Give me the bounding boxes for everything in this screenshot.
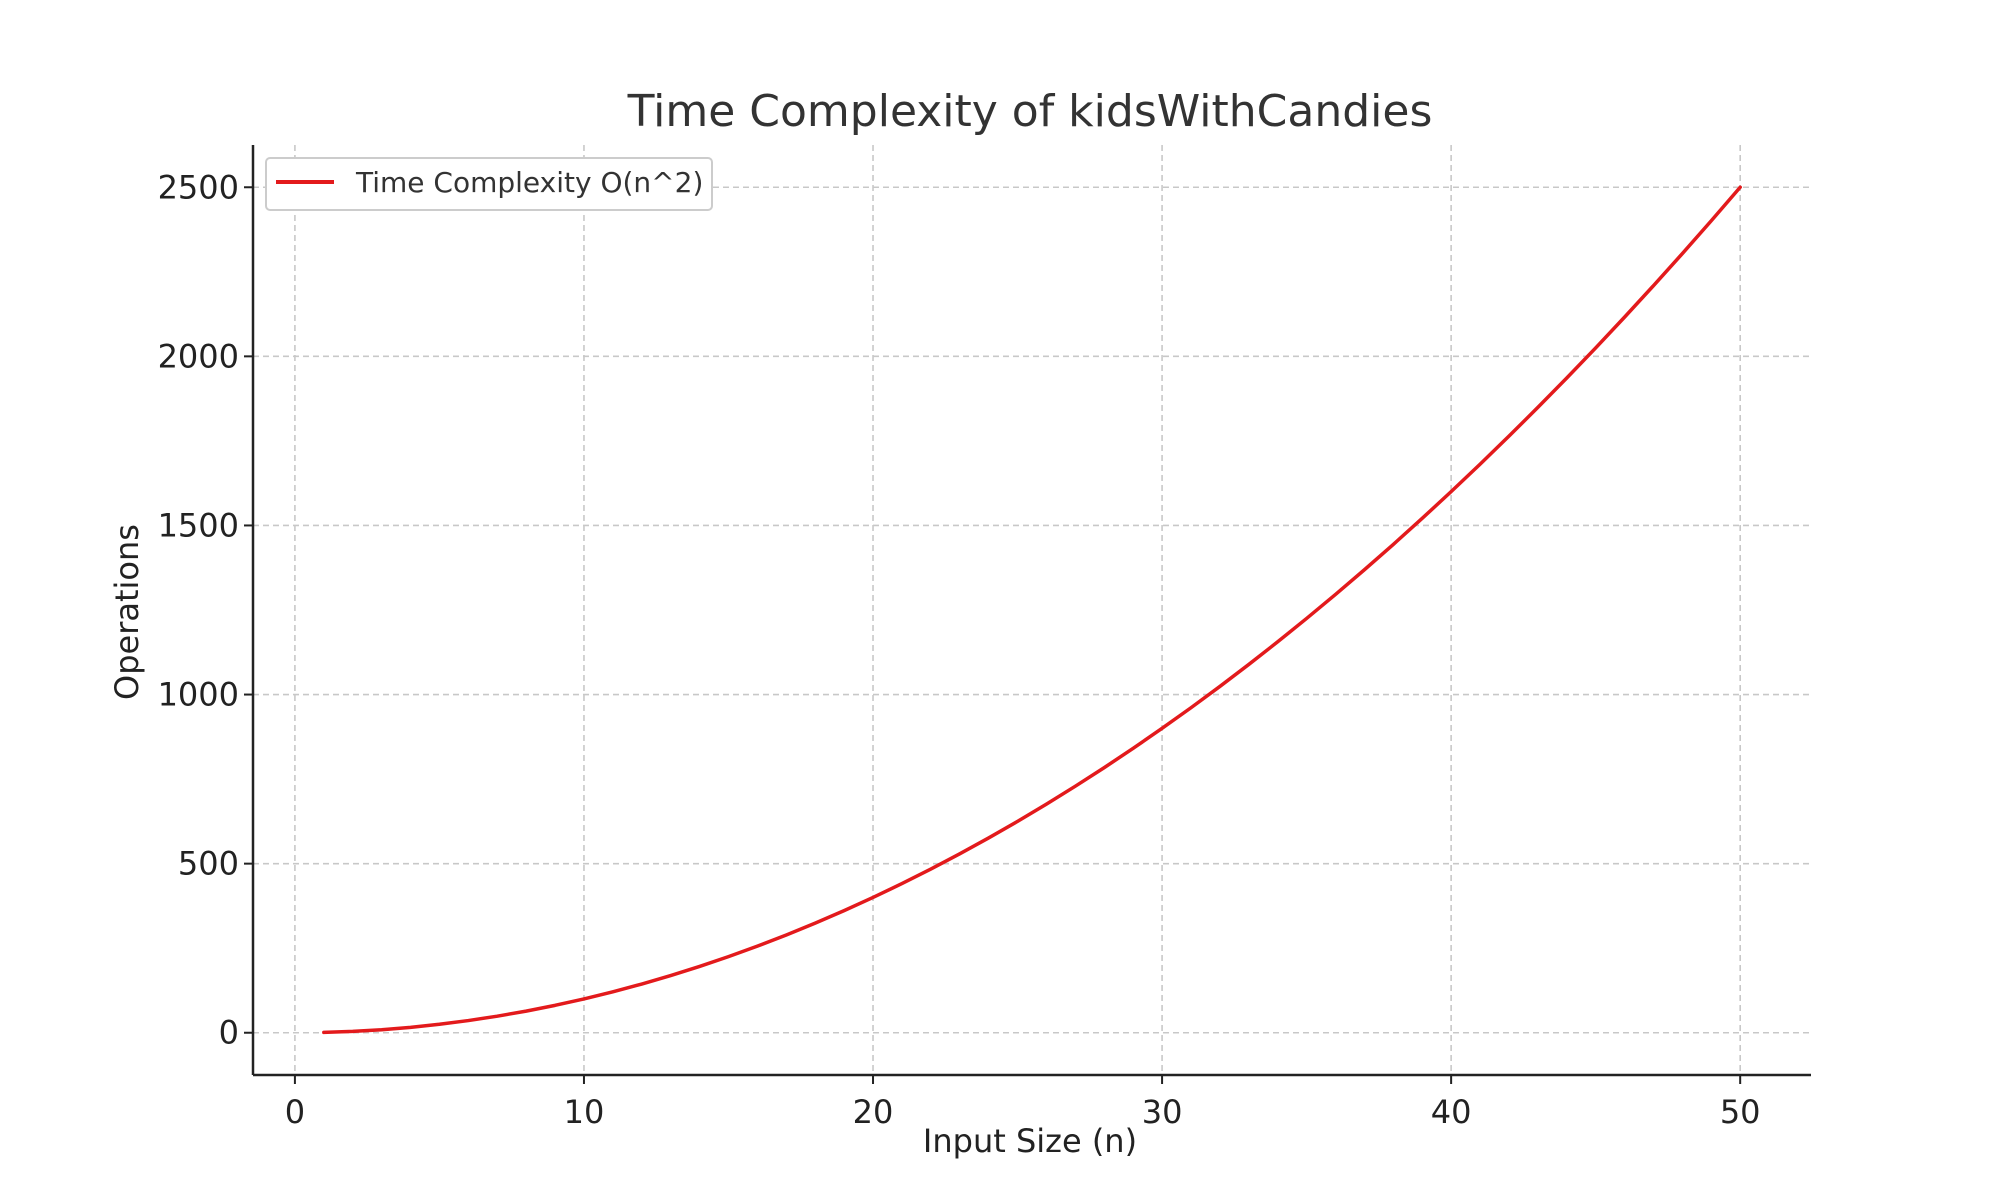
y-tick-label: 500: [178, 845, 239, 883]
x-tick-label: 20: [853, 1093, 894, 1131]
series-layer: [322, 185, 1742, 1035]
grid-layer: [253, 145, 1811, 1075]
y-tick-label: 1000: [158, 676, 239, 714]
x-tick-label: 30: [1142, 1093, 1183, 1131]
x-tick-label: 10: [564, 1093, 605, 1131]
x-tick-label: 40: [1431, 1093, 1472, 1131]
chart-title: Time Complexity of kidsWithCandies: [627, 86, 1433, 137]
x-axis-label: Input Size (n): [923, 1122, 1137, 1160]
legend: Time Complexity O(n^2): [265, 157, 713, 211]
series-line: [322, 185, 1742, 1035]
y-tick-label: 1500: [158, 506, 239, 544]
x-tick-label: 0: [285, 1093, 305, 1131]
legend-label: Time Complexity O(n^2): [355, 166, 703, 199]
y-tick-label: 2000: [158, 337, 239, 375]
y-tick-label: 2500: [158, 168, 239, 206]
x-tick-label: 50: [1720, 1093, 1761, 1131]
y-tick-label: 0: [219, 1014, 239, 1052]
y-axis-label: Operations: [108, 524, 146, 700]
axes-layer: [251, 145, 1811, 1077]
legend-box: [265, 157, 713, 211]
